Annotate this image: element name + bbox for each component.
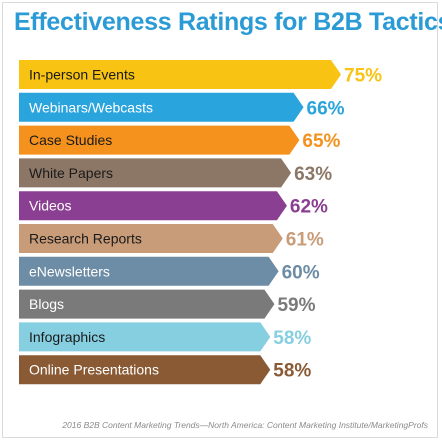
category-label: Online Presentations xyxy=(29,362,159,378)
bar xyxy=(19,60,341,89)
value-label: 75% xyxy=(344,66,382,87)
bar xyxy=(19,224,283,253)
value-label: 59% xyxy=(277,295,315,316)
category-label: White Papers xyxy=(29,165,113,181)
bar xyxy=(19,92,304,122)
value-label: 60% xyxy=(282,262,320,283)
bar xyxy=(19,125,300,155)
category-label: Webinars/Webcasts xyxy=(29,99,153,115)
category-label: Videos xyxy=(29,198,72,214)
chart-frame xyxy=(2,2,438,438)
category-label: Blogs xyxy=(29,296,64,312)
category-label: Research Reports xyxy=(29,231,142,247)
chart-title: Effectiveness Ratings for B2B Tactics xyxy=(14,8,442,36)
value-label: 58% xyxy=(273,361,311,382)
bar xyxy=(19,256,279,286)
bar xyxy=(19,289,275,319)
value-label: 66% xyxy=(307,98,345,119)
value-label: 61% xyxy=(286,230,324,251)
bar xyxy=(19,355,271,385)
bar xyxy=(19,158,292,188)
category-label: In-person Events xyxy=(29,67,135,83)
value-label: 62% xyxy=(290,197,328,218)
value-label: 58% xyxy=(273,328,311,349)
category-label: eNewsletters xyxy=(29,263,110,279)
category-label: Case Studies xyxy=(29,132,112,148)
bar xyxy=(19,191,287,221)
source-note: 2016 B2B Content Marketing Trends—North … xyxy=(62,420,428,430)
value-label: 65% xyxy=(302,131,340,152)
value-label: 63% xyxy=(294,164,332,185)
category-label: Infographics xyxy=(29,329,105,345)
bar xyxy=(19,322,271,352)
